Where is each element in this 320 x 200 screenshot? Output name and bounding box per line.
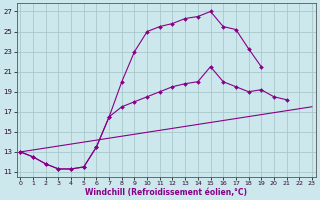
X-axis label: Windchill (Refroidissement éolien,°C): Windchill (Refroidissement éolien,°C) (85, 188, 247, 197)
